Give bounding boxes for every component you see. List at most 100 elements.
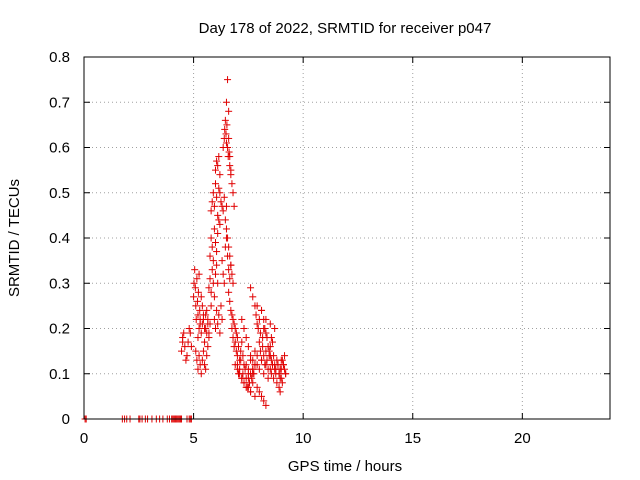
data-point: [227, 306, 235, 314]
data-point: [218, 315, 226, 323]
data-point: [202, 325, 210, 332]
data-point: [214, 279, 222, 287]
data-point: [194, 365, 202, 373]
data-point: [229, 279, 237, 287]
y-tick-label: 0.8: [49, 49, 70, 66]
data-point: [224, 144, 232, 151]
data-point: [212, 180, 219, 188]
data-point: [210, 202, 218, 210]
data-point: [226, 252, 234, 260]
data-point: [213, 193, 221, 201]
data-point: [226, 275, 234, 283]
data-point: [220, 279, 228, 287]
data-point: [222, 139, 230, 147]
data-point: [242, 383, 250, 391]
y-tick-label: 0.6: [49, 140, 70, 157]
grid-lines: [84, 57, 610, 419]
data-point: [220, 193, 228, 201]
data-point: [181, 343, 189, 351]
data-point: [252, 311, 260, 319]
data-point: [230, 202, 238, 210]
data-point: [194, 334, 202, 342]
data-point: [237, 356, 245, 364]
data-point: [213, 306, 221, 314]
data-point: [262, 329, 270, 337]
data-point: [251, 392, 259, 400]
data-point: [275, 370, 283, 378]
y-tick-label: 0.1: [49, 366, 70, 383]
data-point: [214, 162, 222, 170]
data-point: [260, 397, 268, 405]
data-point: [223, 121, 231, 129]
data-point: [225, 266, 233, 274]
data-point: [242, 334, 250, 342]
data-point: [225, 134, 233, 142]
data-point: [192, 347, 200, 355]
data-point: [217, 198, 225, 206]
data-point: [196, 315, 204, 323]
data-point: [185, 325, 193, 332]
data-point: [282, 370, 290, 378]
data-point: [187, 343, 195, 351]
data-point: [180, 329, 188, 337]
data-point: [202, 365, 210, 373]
data-point: [205, 329, 213, 337]
data-point: [247, 388, 255, 396]
data-point: [281, 352, 289, 360]
data-point: [198, 356, 206, 364]
data-point: [204, 315, 212, 323]
data-point: [214, 211, 222, 219]
data-point: [258, 392, 266, 400]
data-point: [271, 365, 279, 373]
data-point: [268, 338, 276, 346]
data-point: [213, 157, 221, 165]
data-point: [212, 166, 219, 174]
data-point: [206, 320, 214, 328]
data-point: [221, 116, 229, 124]
data-point: [194, 288, 202, 296]
data-point: [209, 189, 217, 197]
data-point: [225, 148, 233, 156]
data-point: [194, 297, 202, 305]
data-point: [197, 329, 205, 337]
data-point: [191, 266, 199, 274]
data-point: [255, 388, 263, 396]
data-point: [193, 275, 201, 283]
data-point: [210, 293, 218, 301]
data-point: [270, 374, 278, 382]
data-point: [182, 356, 190, 364]
data-point: [216, 189, 224, 197]
data-point: [215, 311, 223, 319]
data-point: [199, 311, 207, 319]
x-tick-label: 0: [80, 430, 88, 447]
data-point: [232, 329, 240, 337]
data-point: [199, 347, 207, 355]
data-point: [253, 383, 261, 391]
data-point: [262, 401, 270, 409]
data-point: [207, 207, 215, 215]
data-point: [215, 153, 223, 161]
data-point: [216, 329, 224, 337]
data-point: [279, 361, 287, 369]
data-point: [203, 306, 211, 314]
data-point: [229, 334, 237, 342]
data-point: [195, 325, 203, 332]
data-point: [233, 365, 241, 373]
y-tick-label: 0.2: [49, 321, 70, 338]
data-point: [255, 365, 263, 373]
data-point: [184, 338, 192, 346]
y-axis-label: SRMTID / TECUs: [6, 179, 23, 297]
data-point: [229, 189, 237, 197]
y-tick-label: 0.4: [49, 230, 70, 247]
x-axis-label: GPS time / hours: [288, 458, 402, 475]
data-point: [217, 302, 225, 310]
data-point: [227, 261, 235, 269]
chart-title: Day 178 of 2022, SRMTID for receiver p04…: [199, 20, 492, 37]
data-point: [225, 288, 233, 296]
data-point: [227, 166, 235, 174]
data-point: [206, 275, 214, 283]
data-point: [244, 343, 252, 351]
data-point: [226, 153, 234, 161]
data-point: [213, 261, 221, 269]
